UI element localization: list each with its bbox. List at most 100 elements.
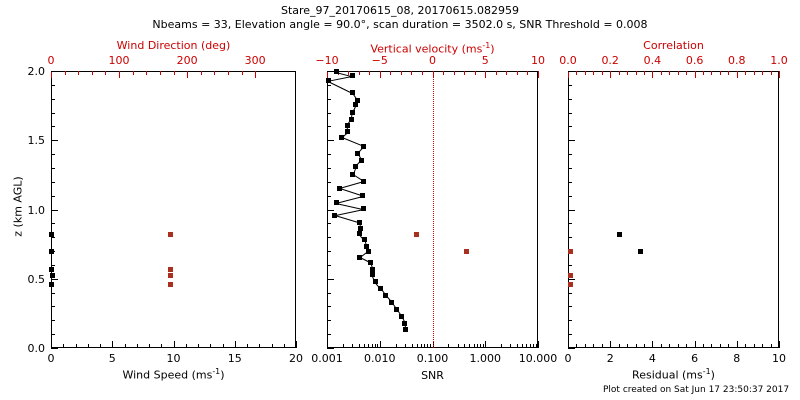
data-point-marker (361, 178, 367, 184)
bottom-axis-minor-tick (526, 344, 528, 348)
y-axis-minor-tick (568, 334, 572, 336)
figure-title: Stare_97_20170615_08, 20170615.082959 (280, 4, 520, 17)
top-axis-title: Vertical velocity (ms-1) (370, 41, 495, 56)
top-axis-tick-label: 0.4 (643, 54, 662, 67)
top-axis-major-tick (694, 71, 696, 78)
y-axis-major-tick (327, 71, 334, 72)
top-axis-minor-tick (762, 71, 764, 75)
data-point-marker (325, 78, 331, 84)
bottom-axis-minor-tick (271, 344, 273, 348)
top-axis-minor-tick (443, 71, 445, 75)
bottom-axis-minor-tick (480, 344, 482, 348)
top-axis-major-tick (255, 71, 257, 78)
y-axis-major-tick (568, 348, 575, 349)
top-axis-minor-tick (618, 71, 620, 75)
bottom-axis-minor-tick (404, 344, 406, 348)
bottom-axis-minor-tick (535, 344, 537, 348)
y-axis-minor-tick (327, 237, 331, 239)
data-point-marker (344, 123, 350, 129)
y-axis-minor-tick (51, 306, 55, 308)
top-axis-tick-label: 5 (481, 54, 489, 67)
bottom-axis-minor-tick (529, 344, 531, 348)
y-axis-major-tick (51, 348, 58, 349)
bottom-axis-minor-tick (100, 344, 101, 348)
y-axis-minor-tick (51, 237, 55, 239)
data-point-marker (358, 157, 364, 163)
data-point-marker (361, 206, 367, 212)
y-axis-tick-label: 2.0 (27, 65, 46, 78)
y-axis-minor-tick (327, 195, 331, 197)
plot-panel-3: Correlation Residual (ms-1) 0.0 0.2 0.4 0.6 0.… (559, 40, 788, 382)
top-axis-title: Wind Direction (deg) (116, 39, 231, 52)
data-point-marker (356, 231, 362, 237)
bottom-axis-minor-tick (469, 344, 471, 348)
y-axis-major-tick (51, 71, 58, 72)
bottom-axis-minor-tick (745, 344, 747, 348)
top-axis-minor-tick (753, 71, 755, 75)
top-axis-minor-tick (527, 71, 529, 75)
data-point-marker (350, 171, 356, 177)
y-axis-minor-tick (327, 167, 331, 169)
bottom-axis-minor-tick (371, 344, 373, 348)
top-axis-major-tick (51, 71, 52, 78)
y-axis-minor-tick (327, 264, 331, 266)
y-axis-minor-tick (51, 84, 55, 86)
top-axis-minor-tick (421, 71, 423, 75)
bottom-axis-title: Residual (ms-1) (632, 367, 715, 382)
y-axis-minor-tick (51, 320, 55, 322)
data-point-marker (355, 150, 361, 156)
top-axis-minor-tick (711, 71, 713, 75)
bottom-axis-minor-tick (457, 344, 459, 348)
top-axis-tick-label: 100 (108, 54, 130, 67)
top-axis-minor-tick (660, 71, 662, 75)
top-axis-minor-tick (453, 71, 455, 75)
bottom-axis-minor-tick (643, 344, 645, 348)
data-point-marker (168, 273, 174, 279)
y-axis-minor-tick (327, 112, 331, 114)
top-axis-major-tick (187, 71, 189, 78)
top-axis-major-tick (610, 71, 612, 78)
y-axis-minor-tick (51, 98, 55, 100)
data-point-marker (49, 266, 55, 272)
bottom-axis-minor-tick (618, 344, 620, 348)
bottom-axis-minor-tick (368, 344, 370, 348)
y-axis-minor-tick (568, 264, 572, 266)
bottom-axis-tick-label: 0 (47, 352, 55, 365)
y-axis-minor-tick (327, 154, 331, 156)
top-axis-tick-label: 0.8 (728, 54, 746, 67)
top-axis-minor-tick (411, 71, 413, 75)
bottom-axis-minor-tick (522, 344, 524, 348)
bottom-axis-major-tick (173, 341, 175, 348)
y-axis-minor-tick (568, 223, 572, 225)
bottom-axis-tick-label: 1.000 (469, 352, 502, 365)
bottom-axis-tick-label: 6 (691, 352, 699, 365)
top-axis-minor-tick (601, 71, 603, 75)
bottom-axis-tick-label: 15 (227, 352, 242, 365)
top-axis-minor-tick (64, 71, 66, 75)
bottom-axis-major-tick (538, 341, 539, 348)
data-point-marker (414, 231, 420, 237)
bottom-axis-major-tick (610, 341, 612, 348)
top-axis-tick-label: 200 (176, 54, 198, 67)
panel-frame (51, 71, 296, 348)
bottom-axis-minor-tick (210, 344, 212, 348)
bottom-axis-minor-tick (762, 344, 764, 348)
top-axis-major-tick (736, 71, 738, 78)
bottom-axis-tick-label: 4 (648, 352, 656, 365)
y-axis-minor-tick (568, 320, 572, 322)
data-point-marker (355, 97, 361, 103)
bottom-axis-minor-tick (259, 344, 261, 348)
top-axis-minor-tick (173, 71, 175, 75)
bottom-axis-major-tick (568, 341, 569, 348)
top-axis-minor-tick (686, 71, 688, 75)
bottom-axis-minor-tick (63, 344, 65, 348)
data-point-marker (49, 281, 55, 287)
y-axis-major-tick (568, 140, 575, 142)
zero-reference-line (432, 71, 434, 348)
bottom-axis-minor-tick (283, 344, 285, 348)
y-axis-minor-tick (51, 334, 55, 336)
bottom-axis-tick-label: 20 (289, 352, 303, 365)
top-axis-minor-tick (241, 71, 243, 75)
data-point-marker (378, 285, 384, 291)
